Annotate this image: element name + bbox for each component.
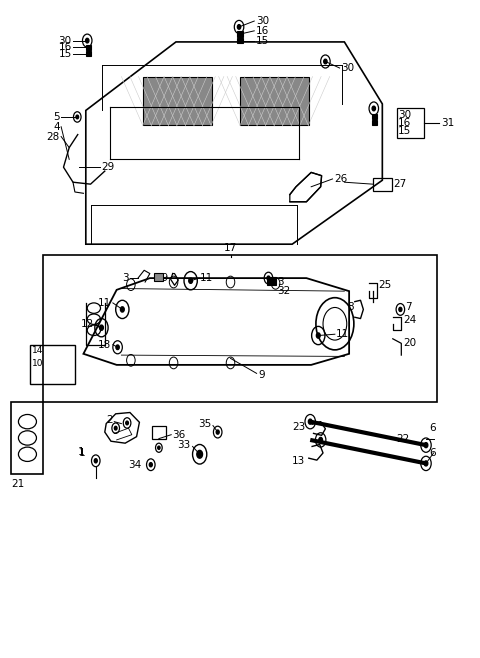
Text: 30: 30 bbox=[341, 63, 354, 73]
Bar bbox=[30, 345, 75, 384]
Circle shape bbox=[324, 59, 327, 64]
Text: 19: 19 bbox=[156, 273, 169, 283]
Text: 33: 33 bbox=[177, 440, 190, 450]
Bar bbox=[152, 426, 166, 439]
Text: 16: 16 bbox=[256, 26, 269, 36]
Bar bbox=[396, 108, 424, 138]
Text: 30: 30 bbox=[398, 110, 411, 120]
Text: 23: 23 bbox=[292, 422, 305, 432]
Text: 15: 15 bbox=[256, 36, 269, 45]
Text: 34: 34 bbox=[128, 460, 141, 470]
Circle shape bbox=[120, 307, 124, 312]
Text: 30: 30 bbox=[59, 36, 72, 45]
Text: 30: 30 bbox=[256, 16, 269, 26]
Text: 28: 28 bbox=[47, 132, 60, 141]
Circle shape bbox=[114, 426, 117, 430]
Circle shape bbox=[319, 438, 323, 442]
Circle shape bbox=[424, 461, 428, 466]
Text: 13: 13 bbox=[292, 456, 305, 466]
Text: 27: 27 bbox=[394, 179, 407, 189]
Text: 15: 15 bbox=[59, 49, 72, 59]
Circle shape bbox=[308, 419, 312, 424]
Circle shape bbox=[158, 446, 160, 449]
Text: 6: 6 bbox=[429, 448, 435, 458]
Text: 2: 2 bbox=[106, 415, 113, 425]
Text: 26: 26 bbox=[334, 174, 347, 184]
Bar bbox=[85, 51, 91, 57]
Circle shape bbox=[267, 276, 270, 280]
Text: 10: 10 bbox=[32, 359, 44, 368]
Text: 9: 9 bbox=[258, 370, 264, 380]
Text: 24: 24 bbox=[403, 315, 417, 325]
Text: 12: 12 bbox=[81, 318, 94, 329]
Text: 8: 8 bbox=[347, 302, 354, 312]
Text: 3: 3 bbox=[122, 273, 129, 283]
Text: 16: 16 bbox=[398, 118, 411, 128]
Circle shape bbox=[99, 325, 103, 330]
Circle shape bbox=[316, 333, 320, 338]
Circle shape bbox=[126, 421, 129, 425]
Text: 14: 14 bbox=[32, 346, 44, 355]
Bar bbox=[154, 273, 163, 282]
Bar bbox=[373, 178, 392, 191]
Circle shape bbox=[149, 463, 152, 467]
Text: 21: 21 bbox=[12, 479, 24, 490]
Circle shape bbox=[216, 430, 219, 434]
Bar bbox=[85, 45, 91, 50]
Text: 6: 6 bbox=[429, 423, 435, 433]
Text: 25: 25 bbox=[379, 280, 392, 290]
Circle shape bbox=[424, 443, 428, 447]
Text: 1: 1 bbox=[78, 447, 84, 457]
Bar bbox=[238, 38, 242, 43]
Circle shape bbox=[372, 106, 375, 111]
Text: 36: 36 bbox=[173, 430, 186, 440]
Circle shape bbox=[238, 24, 240, 29]
Circle shape bbox=[189, 278, 192, 284]
Text: 20: 20 bbox=[403, 338, 416, 348]
Text: 17: 17 bbox=[224, 243, 237, 253]
Bar bbox=[372, 120, 377, 126]
Text: 29: 29 bbox=[101, 162, 114, 172]
Bar bbox=[372, 114, 377, 119]
Text: 15: 15 bbox=[398, 126, 411, 136]
Text: 11: 11 bbox=[98, 298, 111, 308]
Text: 31: 31 bbox=[441, 118, 454, 128]
Text: 5: 5 bbox=[53, 112, 60, 122]
Bar bbox=[267, 277, 276, 285]
Text: 35: 35 bbox=[198, 419, 212, 429]
Bar bbox=[240, 76, 309, 126]
Text: 22: 22 bbox=[396, 434, 410, 443]
Text: 16: 16 bbox=[59, 42, 72, 52]
Circle shape bbox=[116, 345, 119, 349]
Bar bbox=[143, 76, 212, 126]
Circle shape bbox=[197, 450, 203, 458]
Circle shape bbox=[85, 38, 89, 43]
Text: 7: 7 bbox=[405, 302, 412, 312]
Circle shape bbox=[76, 115, 79, 119]
Text: 11: 11 bbox=[200, 273, 214, 283]
Bar bbox=[238, 32, 242, 37]
Circle shape bbox=[94, 459, 97, 463]
Text: 11: 11 bbox=[336, 329, 349, 340]
Bar bbox=[43, 255, 437, 402]
Text: 4: 4 bbox=[53, 122, 60, 132]
Text: 3: 3 bbox=[277, 277, 284, 287]
Circle shape bbox=[399, 307, 402, 311]
Text: 18: 18 bbox=[98, 340, 111, 349]
Text: 32: 32 bbox=[277, 286, 290, 296]
Text: 1: 1 bbox=[79, 448, 86, 458]
